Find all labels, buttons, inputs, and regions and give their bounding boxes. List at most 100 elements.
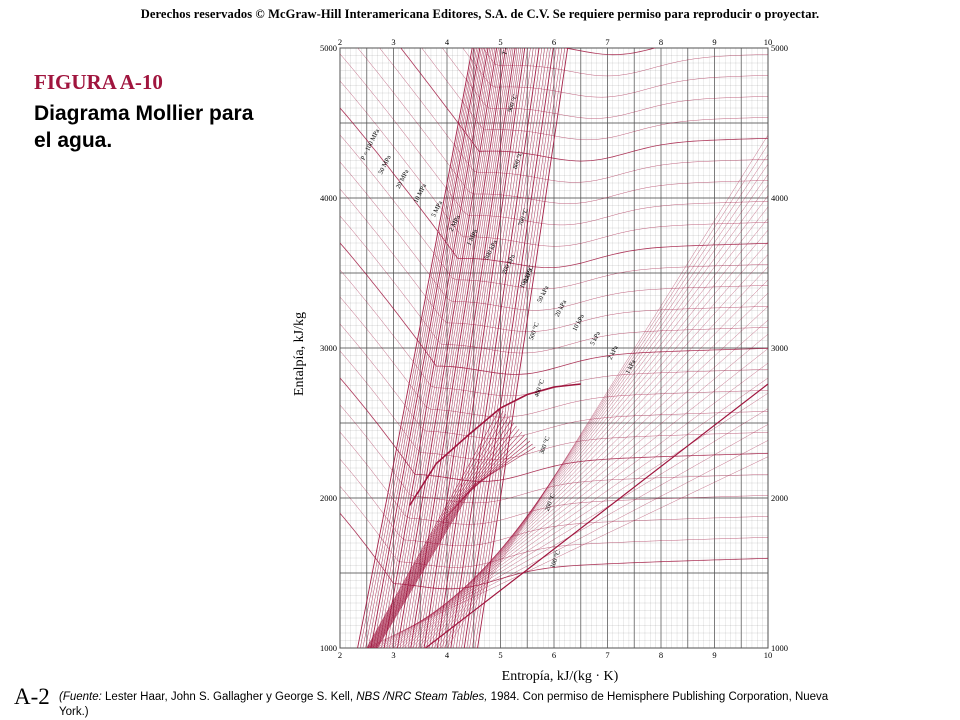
boundary-line [425, 383, 768, 648]
isobar-curve [431, 48, 522, 648]
dense-curve [372, 428, 520, 648]
y-tick-label-right: 3000 [771, 343, 788, 353]
page-number: A-2 [14, 684, 50, 709]
isotherm-curve [340, 404, 768, 504]
quality-line [437, 163, 768, 648]
y-tick-label-left: 4000 [320, 193, 337, 203]
chart-grid [339, 47, 769, 649]
isotherm-curve [482, 48, 768, 77]
isobar-curve [439, 48, 528, 648]
quality-line [411, 254, 768, 648]
x-tick-label-top: 3 [391, 37, 395, 47]
isobar-curve [458, 48, 548, 648]
x-tick-label-top: 4 [445, 37, 450, 47]
isobar-label: 10 kPa [571, 313, 585, 332]
isobar-curve [474, 48, 565, 648]
x-tick-label-top: 6 [552, 37, 556, 47]
isobar-curve [469, 48, 560, 648]
source-title: NBS /NRC Steam Tables, [356, 691, 488, 703]
isobar-curve [373, 48, 482, 648]
isobar-curve [405, 48, 503, 648]
y-tick-label-left: 5000 [320, 43, 337, 53]
isobar-curve [367, 48, 479, 648]
x-tick-label-bottom: 5 [498, 650, 502, 660]
isobar-curve [477, 48, 569, 648]
isobar-curve [386, 48, 490, 648]
isobar-curve [391, 48, 494, 648]
isobar-curve [447, 48, 537, 648]
x-tick-label-top: 7 [605, 37, 609, 47]
isobar-curve [418, 48, 512, 648]
isobar-label: 2 kPa [607, 345, 620, 361]
isobar-curve [461, 48, 551, 648]
isobar-curve [466, 48, 557, 648]
isotherm-curve [340, 215, 768, 354]
y-tick-label-left: 3000 [320, 343, 337, 353]
isobar-curve [383, 48, 489, 648]
isotherm-curve [340, 350, 768, 461]
isotherm-curve [340, 323, 768, 439]
isobar-curve [472, 48, 563, 648]
x-tick-label-bottom: 4 [445, 650, 450, 660]
isobar-curve [399, 48, 499, 648]
quality-line [369, 440, 768, 648]
isotherm-curve [357, 48, 768, 204]
isobar-label: P = 100 MPa [360, 128, 382, 162]
isobar-curve [455, 48, 545, 648]
isobar-curve [370, 48, 481, 648]
quality-line [366, 456, 768, 648]
x-tick-label-top: 2 [338, 37, 342, 47]
figure-caption: Diagrama Mollier para el agua. [34, 102, 254, 152]
x-tick-label-top: 5 [498, 37, 502, 47]
isotherm-curve [379, 48, 768, 183]
dense-curve [369, 419, 512, 648]
quality-line [440, 153, 768, 648]
quality-line [421, 218, 768, 648]
isobar-curve [394, 48, 496, 648]
isobar-label: 1 MPa [466, 228, 480, 247]
isobar-curve [463, 48, 554, 648]
isotherm-curve [340, 377, 768, 482]
y-tick-label-right: 1000 [771, 643, 788, 653]
x-axis-title: Entropía, kJ/(kg · K) [502, 669, 619, 684]
isotherm-curve [340, 486, 768, 568]
isobar-curve [429, 48, 520, 648]
dense-curve [376, 443, 533, 648]
dense-curve [376, 446, 536, 648]
isobar-curve [359, 48, 474, 648]
dense-curve [374, 437, 528, 648]
y-tick-label-left: 1000 [320, 643, 337, 653]
dense-curve [368, 416, 509, 648]
x-tick-label-top: 9 [712, 37, 716, 47]
isotherm-curve [340, 458, 768, 547]
quality-line [443, 144, 768, 648]
isotherm-curve [442, 48, 768, 119]
x-tick-label-bottom: 2 [338, 650, 342, 660]
isobar-curve [378, 48, 485, 648]
quality-line [408, 266, 768, 648]
source-line2: York.) [59, 706, 89, 718]
quality-line [446, 134, 768, 648]
isobar-curve [389, 48, 492, 648]
isobar-label: 50 kPa [536, 285, 550, 304]
isobar-curve [436, 48, 526, 648]
dense-curve [368, 413, 507, 648]
copyright-notice: Derechos reservados © McGraw-Hill Intera… [140, 7, 820, 21]
isotherm-curve [340, 161, 768, 311]
isobar-curve [453, 48, 543, 648]
y-tick-label-right: 2000 [771, 493, 788, 503]
dense-curve [373, 434, 525, 648]
y-tick-label-left: 2000 [320, 493, 337, 503]
isobar-label: 20 MPa [395, 168, 411, 189]
isobar-curve [407, 48, 505, 648]
isotherm-curve [400, 48, 768, 162]
isotherm-label: 400 °C [533, 379, 546, 399]
x-tick-label-bottom: 3 [391, 650, 395, 660]
quality-line [417, 229, 768, 648]
y-tick-label-right: 4000 [771, 193, 788, 203]
x-tick-label-bottom: 8 [659, 650, 663, 660]
quality-line [424, 206, 768, 648]
